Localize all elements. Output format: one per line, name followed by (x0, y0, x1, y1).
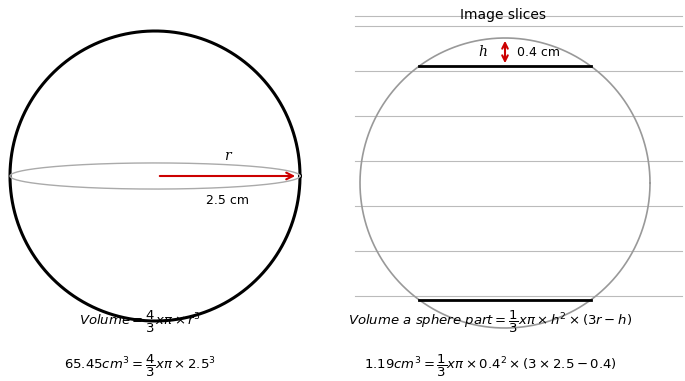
Text: $\mathit{Volume} = \dfrac{4}{3}x\pi \times r^3$: $\mathit{Volume} = \dfrac{4}{3}x\pi \tim… (79, 309, 201, 335)
Text: $1.19\mathit{cm}^3 = \dfrac{1}{3}x\pi \times 0.4^2 \times (3\times2.5-0.4)$: $1.19\mathit{cm}^3 = \dfrac{1}{3}x\pi \t… (364, 353, 616, 379)
Text: Image slices: Image slices (460, 8, 546, 22)
Text: $\mathit{Volume\ a\ sphere\ part} = \dfrac{1}{3}x\pi \times h^2 \times (3r-h)$: $\mathit{Volume\ a\ sphere\ part} = \dfr… (348, 309, 632, 335)
Text: 0.4 cm: 0.4 cm (517, 45, 560, 59)
Text: h: h (478, 45, 487, 59)
Text: r: r (224, 149, 231, 163)
Text: 2.5 cm: 2.5 cm (206, 194, 249, 207)
Text: $65.45\mathit{cm}^3 = \dfrac{4}{3}x\pi \times 2.5^3$: $65.45\mathit{cm}^3 = \dfrac{4}{3}x\pi \… (64, 353, 216, 379)
